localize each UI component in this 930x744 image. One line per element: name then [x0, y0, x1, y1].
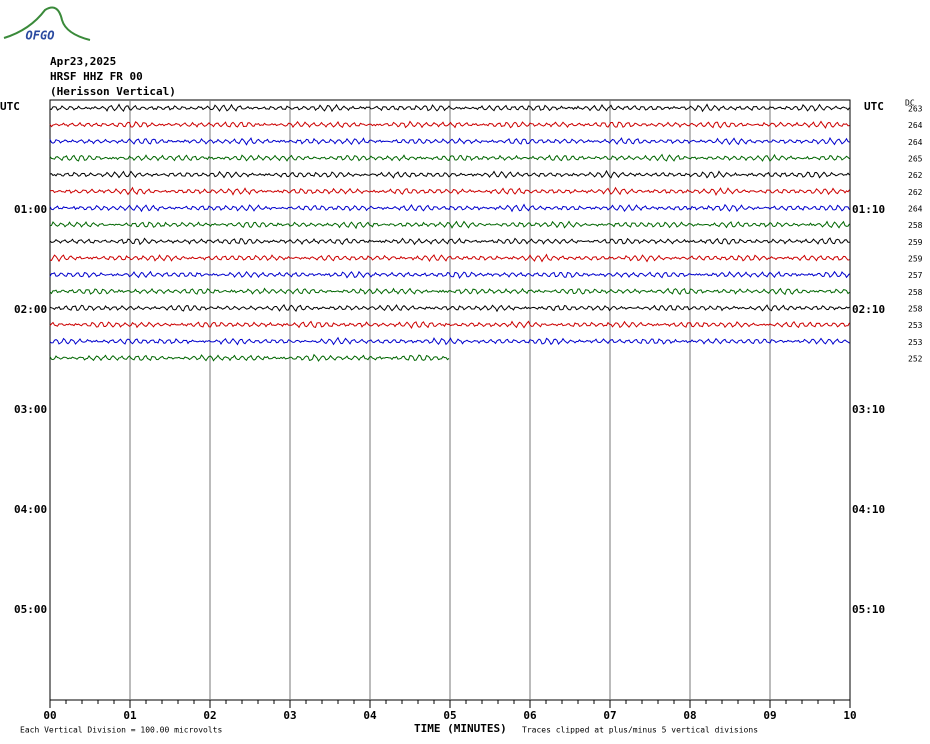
trace: [49, 220, 850, 230]
right-time: 01:10: [852, 203, 885, 216]
footer-left: Each Vertical Division = 100.00 microvol…: [20, 726, 222, 735]
dc-value: 262: [908, 171, 923, 180]
x-tick-label: 02: [203, 709, 216, 722]
right-time: 02:10: [852, 303, 885, 316]
trace: [49, 287, 850, 296]
trace: [49, 186, 850, 196]
station-name: (Herisson Vertical): [50, 85, 176, 98]
right-time: 03:10: [852, 403, 885, 416]
dc-value: 259: [908, 238, 923, 247]
dc-value: 257: [908, 271, 923, 280]
left-time: 04:00: [14, 503, 47, 516]
x-tick-label: 00: [43, 709, 56, 722]
dc-value: 258: [908, 288, 923, 297]
logo-mark: [3, 6, 91, 41]
x-tick-label: 09: [763, 709, 776, 722]
dc-value: 264: [908, 205, 923, 214]
trace: [49, 169, 850, 179]
trace: [49, 320, 850, 330]
trace: [49, 303, 850, 313]
x-tick-label: 07: [603, 709, 616, 722]
trace: [49, 137, 850, 146]
dc-value: 253: [908, 338, 923, 347]
date: Apr23,2025: [50, 55, 116, 68]
right-time: 04:10: [852, 503, 885, 516]
dc-value: 263: [908, 105, 923, 114]
dc-value: 258: [908, 305, 923, 314]
logo: OFGO: [26, 29, 55, 43]
dc-value: 253: [908, 321, 923, 330]
trace: [49, 103, 850, 113]
trace: [49, 120, 850, 129]
station: HRSF HHZ FR 00: [50, 70, 143, 83]
dc-value: 258: [908, 221, 923, 230]
dc-label: DC: [905, 99, 915, 108]
x-tick-label: 01: [123, 709, 137, 722]
right-label: UTC: [864, 100, 884, 113]
trace: [49, 353, 450, 362]
dc-value: 252: [908, 355, 923, 364]
dc-value: 264: [908, 138, 923, 147]
x-tick-label: 05: [443, 709, 456, 722]
dc-value: 265: [908, 155, 923, 164]
left-time: 01:00: [14, 203, 47, 216]
trace: [49, 253, 850, 263]
dc-value: 259: [908, 255, 923, 264]
trace: [49, 203, 850, 213]
trace: [49, 270, 850, 280]
trace: [49, 153, 850, 162]
left-time: 02:00: [14, 303, 47, 316]
left-time: 05:00: [14, 603, 47, 616]
trace: [49, 336, 850, 346]
x-tick-label: 03: [283, 709, 296, 722]
dc-value: 264: [908, 121, 923, 130]
x-tick-label: 10: [843, 709, 856, 722]
trace: [49, 237, 850, 246]
x-label: TIME (MINUTES): [414, 722, 507, 735]
footer-right: Traces clipped at plus/minus 5 vertical …: [522, 726, 758, 735]
x-tick-label: 06: [523, 709, 537, 722]
dc-value: 262: [908, 188, 923, 197]
left-time: 03:00: [14, 403, 47, 416]
x-tick-label: 04: [363, 709, 377, 722]
x-tick-label: 08: [683, 709, 696, 722]
left-label: UTC: [0, 100, 20, 113]
right-time: 05:10: [852, 603, 885, 616]
